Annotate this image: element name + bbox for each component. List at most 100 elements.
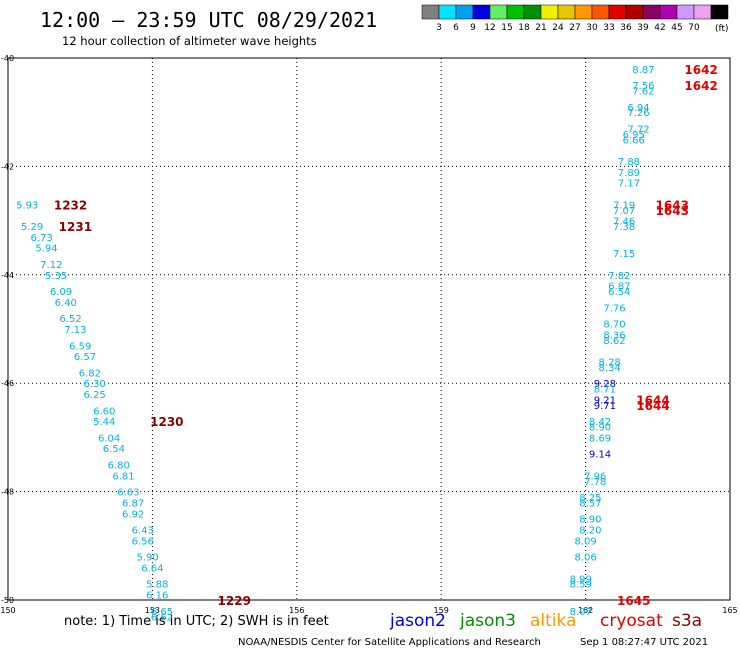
swh-value: 9.28 — [594, 379, 616, 390]
swh-value: 6.87 — [608, 282, 630, 293]
latitude-tick-label: -46 — [1, 379, 14, 388]
swh-value: 8.62 — [603, 336, 625, 347]
swh-value: 6.09 — [50, 287, 72, 298]
page-title: 12:00 – 23:59 UTC 08/29/2021 — [40, 8, 377, 32]
longitude-tick-label: 159 — [434, 606, 449, 615]
legend-tick-label: 45 — [671, 23, 682, 33]
legend-swatch — [625, 4, 644, 20]
swh-value: 9.14 — [589, 450, 611, 461]
swh-value: 7.76 — [603, 303, 625, 314]
swh-value: 8.70 — [603, 320, 625, 331]
legend-tick-label: 12 — [484, 23, 495, 33]
swh-value: 5.90 — [136, 553, 158, 564]
swh-value: 6.59 — [69, 341, 91, 352]
swh-value: 6.25 — [84, 390, 106, 401]
swh-value: 8.28 — [599, 358, 621, 369]
legend-swatch — [540, 4, 559, 20]
latitude-tick-label: -42 — [1, 162, 14, 171]
legend-swatch — [591, 4, 610, 20]
swh-value: 8.69 — [589, 433, 611, 444]
longitude-tick-label: 153 — [145, 606, 160, 615]
wave-height-legend: 3 6 9 12 15 18 21 24 27 30 33 36 39 42 45 70 — [421, 4, 729, 33]
time-label: 1643 — [656, 204, 689, 218]
swh-value: 8.06 — [574, 553, 596, 564]
swh-value: 7.62 — [632, 87, 654, 98]
swh-value: 6.63 — [117, 488, 139, 499]
map-frame — [7, 57, 731, 601]
time-labels: 1642164216431643164416441645123212311230… — [54, 63, 718, 608]
swh-value: 6.66 — [623, 135, 645, 146]
swh-value: 8.90 — [579, 515, 601, 526]
swh-value: 8.90 — [589, 423, 611, 434]
swh-value: 6.80 — [108, 461, 130, 472]
swh-value: 7.19 — [613, 200, 635, 211]
swh-value: 6.87 — [122, 498, 144, 509]
legend-swatch — [693, 4, 712, 20]
swh-value: 8.57 — [579, 498, 601, 509]
legend-swatch — [574, 4, 593, 20]
swh-value: 6.95 — [623, 130, 645, 141]
note-text: note: 1) Time is in UTC; 2) SWH is in fe… — [64, 614, 329, 629]
swh-value: 8.99 — [570, 574, 592, 585]
legend-swatch — [710, 4, 729, 20]
time-label: 1644 — [636, 393, 669, 407]
legend-tick-label: 36 — [620, 23, 632, 33]
swh-value: 6.64 — [141, 563, 163, 574]
swh-value: 7.15 — [613, 249, 635, 260]
satellite-label-s3a: s3a — [672, 611, 702, 631]
swh-value: 6.56 — [132, 536, 154, 547]
satellite-label-jason2: jason2 — [389, 611, 446, 631]
footer-credit: NOAA/NESDIS Center for Satellite Applica… — [238, 637, 541, 648]
legend-swatch — [642, 4, 661, 20]
swh-value: 6.82 — [79, 368, 101, 379]
legend-tick-label: 6 — [453, 23, 459, 33]
time-label: 1232 — [54, 198, 87, 212]
latitude-tick-label: -44 — [1, 271, 14, 280]
time-label: 1644 — [636, 399, 669, 413]
swh-value: 7.56 — [632, 81, 654, 92]
time-label: 1645 — [617, 594, 650, 608]
swh-value: 7.46 — [613, 217, 635, 228]
legend-tick-label: 33 — [603, 23, 614, 33]
swh-value: 5.29 — [21, 222, 43, 233]
legend-tick-label: 30 — [586, 23, 598, 33]
time-label: 1642 — [684, 79, 717, 93]
swh-value: 7.13 — [64, 325, 86, 336]
legend-tick-label: 27 — [569, 23, 580, 33]
swh-value: 7.88 — [618, 157, 640, 168]
swh-value: 6.04 — [98, 433, 120, 444]
swh-value: 6.65 — [151, 607, 173, 618]
footer-timestamp: Sep 1 08:27:47 UTC 2021 — [580, 637, 708, 648]
satellite-label-cryosat: cryosat — [600, 611, 663, 631]
legend-tick-label: 18 — [518, 23, 530, 33]
legend-swatch — [676, 4, 695, 20]
swh-value: 5.88 — [146, 580, 168, 591]
swh-value: 6.52 — [59, 314, 81, 325]
longitude-tick-label: 162 — [578, 606, 593, 615]
swh-value: 7.72 — [627, 124, 649, 135]
swh-value: 9.71 — [594, 401, 616, 412]
time-label: 1229 — [218, 594, 251, 608]
swh-value: 5.35 — [45, 271, 67, 282]
swh-value: 7.78 — [584, 477, 606, 488]
time-label: 1230 — [150, 415, 183, 429]
swh-value: 6.92 — [122, 509, 144, 520]
latitude-tick-label: -50 — [1, 596, 14, 605]
swh-value: 8.20 — [579, 526, 601, 537]
legend-swatch — [608, 4, 627, 20]
swh-value: 6.60 — [93, 406, 115, 417]
legend-tick-label: 3 — [436, 23, 442, 33]
swh-value: 8.42 — [589, 417, 611, 428]
time-label: 1642 — [684, 63, 717, 77]
swh-value: 8.36 — [603, 330, 625, 341]
swh-value: 7.82 — [608, 271, 630, 282]
swh-value: 9.21 — [594, 395, 616, 406]
swh-value: 6.73 — [31, 233, 53, 244]
legend-tick-label: 70 — [688, 23, 700, 33]
swh-value: 8.59 — [570, 580, 592, 591]
swh-value: 5.94 — [35, 244, 57, 255]
legend-swatch — [557, 4, 576, 20]
swh-value: 5.44 — [93, 417, 115, 428]
axis-labels: 150 153 156 159 162 165 -40 -42 -44 -46 -48 -50 — [0, 54, 737, 615]
time-label: 1643 — [656, 198, 689, 212]
